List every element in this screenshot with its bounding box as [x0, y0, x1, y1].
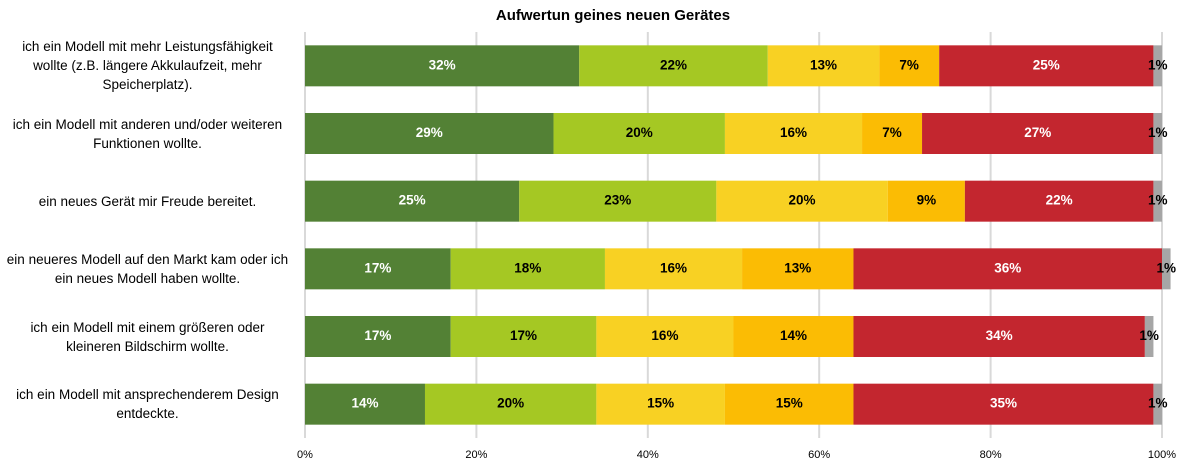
- data-label: 13%: [784, 260, 811, 275]
- bar-segment: [604, 248, 743, 290]
- bar-segment: [305, 180, 520, 222]
- x-tick-label: 0%: [297, 449, 313, 461]
- data-label: 25%: [399, 193, 426, 208]
- bar-segment: [553, 113, 725, 154]
- bar-segment: [733, 316, 854, 357]
- bar-segment: [964, 180, 1154, 222]
- x-tick-label: 80%: [980, 449, 1002, 461]
- data-label: 36%: [994, 260, 1021, 275]
- data-label: 1%: [1148, 193, 1168, 208]
- bar-segment: [1153, 180, 1162, 222]
- data-label: 34%: [986, 328, 1013, 343]
- x-tick-label: 100%: [1148, 449, 1176, 461]
- bar-segment: [305, 113, 554, 154]
- data-label: 17%: [364, 328, 391, 343]
- data-label: 20%: [789, 193, 816, 208]
- data-label: 14%: [780, 328, 807, 343]
- x-tick-label: 20%: [465, 449, 487, 461]
- bar-segment: [879, 45, 940, 87]
- bar-segment: [853, 248, 1162, 290]
- data-label: 7%: [899, 57, 919, 72]
- data-label: 1%: [1148, 57, 1168, 72]
- bar-segment: [1153, 45, 1162, 87]
- data-label: 15%: [776, 396, 803, 411]
- bar-segment: [853, 383, 1154, 425]
- bar-segment: [724, 113, 863, 154]
- category-label: ein neueres Modell auf den Markt kam ode…: [6, 251, 289, 286]
- category-label: ich ein Modell mit ansprechenderem Desig…: [16, 387, 279, 422]
- bar-segment: [519, 180, 717, 222]
- bar-segment: [767, 45, 880, 87]
- bar-segment: [922, 113, 1154, 154]
- data-label: 18%: [514, 260, 541, 275]
- bar-segment: [862, 113, 923, 154]
- bar-segment: [579, 45, 768, 87]
- bar-segment: [1144, 316, 1154, 357]
- data-label: 14%: [351, 396, 378, 411]
- bar-segment: [450, 316, 597, 357]
- data-label: 7%: [882, 125, 902, 140]
- category-label: ich ein Modell mit anderen und/oder weit…: [12, 116, 283, 151]
- category-label: ein neues Gerät mir Freude bereitet.: [38, 193, 257, 209]
- data-label: 22%: [1046, 193, 1073, 208]
- data-label: 23%: [604, 193, 631, 208]
- data-label: 16%: [660, 260, 687, 275]
- data-label: 1%: [1148, 125, 1168, 140]
- bar-segment: [716, 180, 888, 222]
- data-label: 20%: [497, 396, 524, 411]
- data-label: 1%: [1157, 260, 1177, 275]
- bar-segment: [1162, 248, 1171, 290]
- data-label: 25%: [1033, 57, 1060, 72]
- data-label: 32%: [429, 57, 456, 72]
- data-label: 27%: [1024, 125, 1051, 140]
- data-label: 17%: [510, 328, 537, 343]
- bar-segment: [450, 248, 605, 290]
- category-label: ich ein Modell mit einem größeren oder k…: [30, 319, 265, 354]
- data-label: 16%: [780, 125, 807, 140]
- bar-segment: [742, 248, 854, 290]
- bar-segment: [939, 45, 1154, 87]
- bar-segment: [305, 45, 580, 87]
- data-label: 17%: [364, 260, 391, 275]
- bar-segment: [305, 383, 425, 425]
- data-label: 22%: [660, 57, 687, 72]
- bar-segment: [1153, 113, 1162, 154]
- bar-segment: [853, 316, 1145, 357]
- data-label: 13%: [810, 57, 837, 72]
- chart-title: Aufwertun geines neuen Gerätes: [496, 7, 730, 24]
- bar-segment: [424, 383, 597, 425]
- bar-segment: [596, 383, 725, 425]
- data-label: 35%: [990, 396, 1017, 411]
- data-label: 29%: [416, 125, 443, 140]
- x-tick-label: 60%: [808, 449, 830, 461]
- data-label: 1%: [1148, 396, 1168, 411]
- category-label: ich ein Modell mit mehr Leistungsfähigke…: [22, 39, 273, 93]
- data-label: 20%: [626, 125, 653, 140]
- bar-segment: [596, 316, 734, 357]
- bar-segment: [305, 316, 451, 357]
- bar-segment: [1153, 383, 1162, 425]
- bar-segment: [887, 180, 965, 222]
- data-label: 1%: [1139, 328, 1159, 343]
- data-label: 16%: [651, 328, 678, 343]
- data-label: 15%: [647, 396, 674, 411]
- x-tick-label: 40%: [637, 449, 659, 461]
- bar-segment: [724, 383, 854, 425]
- bar-segment: [305, 248, 451, 290]
- data-label: 9%: [917, 193, 937, 208]
